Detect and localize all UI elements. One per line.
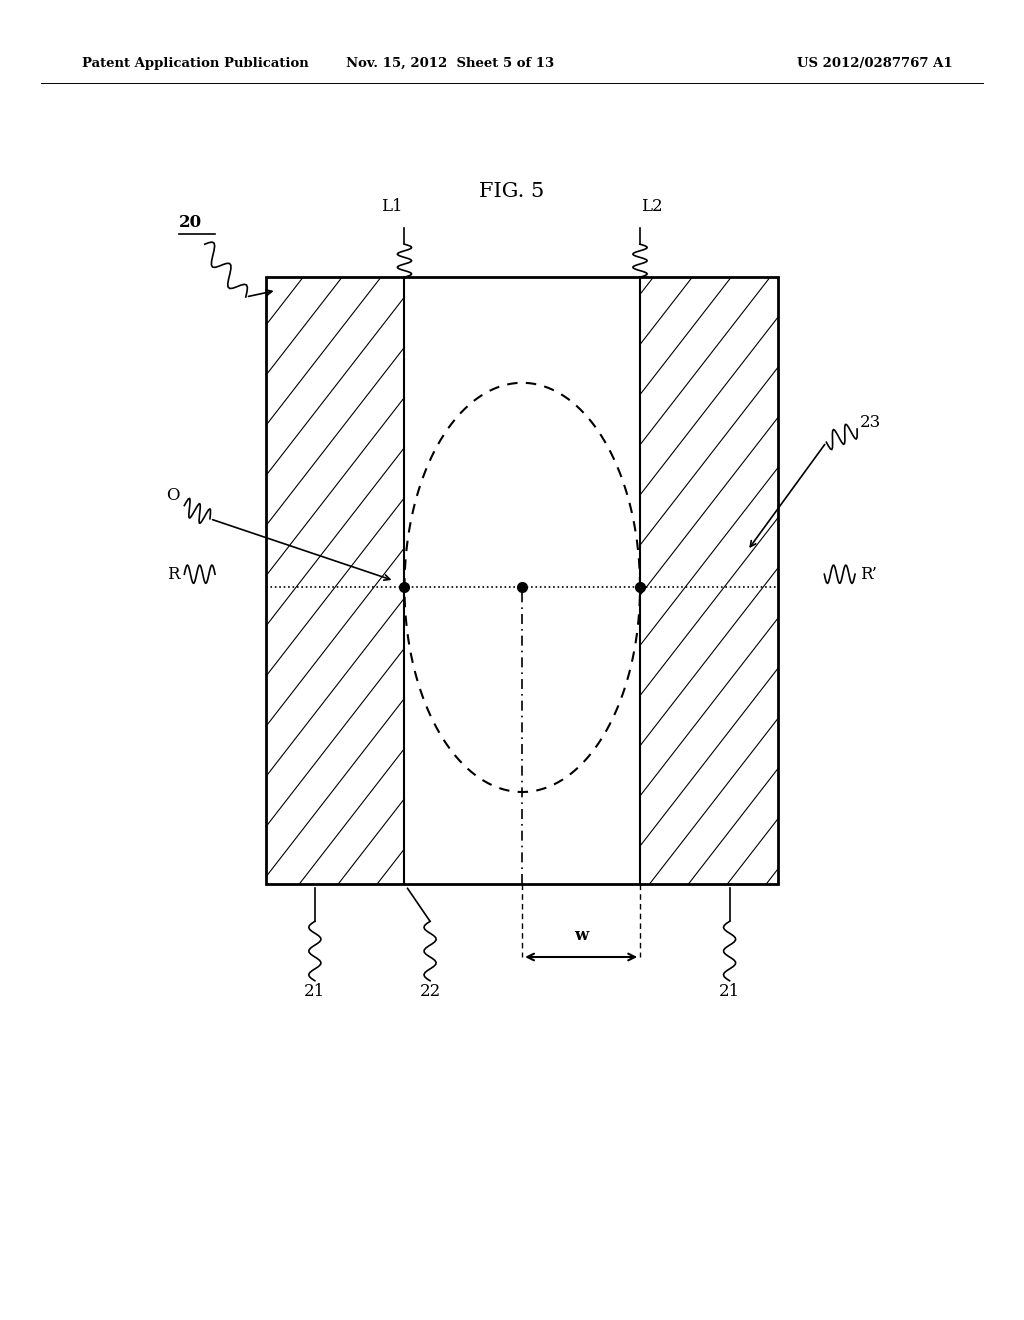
Text: O: O <box>166 487 179 503</box>
Text: US 2012/0287767 A1: US 2012/0287767 A1 <box>797 57 952 70</box>
Text: 23: 23 <box>860 414 882 430</box>
Bar <box>266 277 778 884</box>
Text: 20: 20 <box>179 214 203 231</box>
Text: L1: L1 <box>381 198 403 215</box>
Text: w: w <box>574 927 588 944</box>
Text: 22: 22 <box>420 983 440 1001</box>
Text: L2: L2 <box>641 198 664 215</box>
Text: 21: 21 <box>304 983 326 1001</box>
Text: R: R <box>167 566 179 582</box>
Text: R’: R’ <box>860 566 878 582</box>
Text: 21: 21 <box>719 983 740 1001</box>
Text: Patent Application Publication: Patent Application Publication <box>82 57 308 70</box>
Text: FIG. 5: FIG. 5 <box>479 182 545 201</box>
Text: Nov. 15, 2012  Sheet 5 of 13: Nov. 15, 2012 Sheet 5 of 13 <box>346 57 555 70</box>
